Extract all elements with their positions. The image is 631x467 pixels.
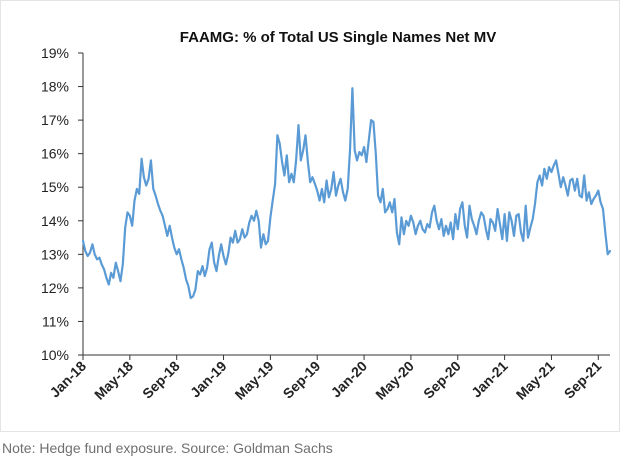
y-tick-label: 18% [41, 79, 69, 95]
y-tick-label: 17% [41, 112, 69, 128]
x-tick-label: Jan-20 [328, 358, 371, 401]
y-tick-label: 16% [41, 146, 69, 162]
source-caption: Note: Hedge fund exposure. Source: Goldm… [2, 440, 333, 456]
x-tick-label: Jan-18 [46, 358, 89, 401]
series-line [81, 87, 612, 300]
y-tick-label: 11% [42, 313, 69, 329]
x-tick-label: May-20 [372, 358, 417, 403]
y-tick-label: 13% [41, 246, 69, 262]
x-tick-label: Jan-19 [187, 358, 230, 401]
x-tick-label: May-18 [91, 358, 136, 403]
chart-title: FAAMG: % of Total US Single Names Net MV [180, 29, 496, 46]
x-tick-label: Sep-18 [139, 358, 183, 402]
y-tick-label: 15% [41, 179, 69, 195]
x-tick-label: May-21 [513, 358, 558, 403]
y-tick-label: 12% [41, 280, 69, 296]
y-tick-label: 10% [41, 347, 69, 363]
x-tick-label: Sep-20 [420, 358, 464, 402]
x-tick-label: Sep-19 [280, 358, 324, 402]
x-tick-label: Jan-21 [468, 358, 511, 401]
x-tick-label: Sep-21 [561, 358, 605, 402]
chart-svg: FAAMG: % of Total US Single Names Net MV… [41, 29, 612, 403]
x-axis-ticks: Jan-18 May-18 Sep-18 Jan-19 May-19 Sep-19 Jan-… [46, 355, 605, 403]
y-tick-label: 19% [41, 45, 69, 61]
y-axis-ticks: 10% 11% 12% 13% 14% 15% 16% 17% 18% 19% [41, 45, 83, 363]
x-tick-label: May-19 [232, 358, 277, 403]
chart-frame: FAAMG: % of Total US Single Names Net MV… [0, 0, 620, 432]
y-tick-label: 14% [41, 213, 69, 229]
